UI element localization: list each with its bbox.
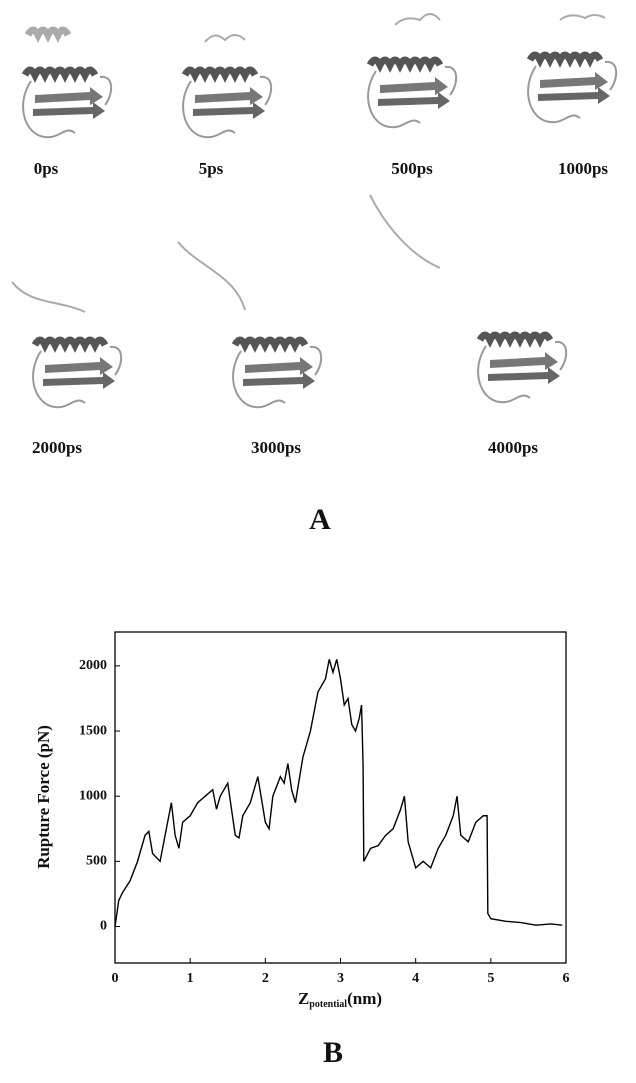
time-label: 2000ps xyxy=(32,438,82,457)
x-tick-label: 0 xyxy=(112,971,119,986)
x-label-subscript: potential xyxy=(309,999,347,1010)
x-tick-label: 6 xyxy=(563,971,570,986)
x-tick-label: 4 xyxy=(412,971,419,986)
y-tick-label: 1000 xyxy=(79,788,107,803)
x-label-unit: (nm) xyxy=(347,989,382,1008)
x-tick-label: 3 xyxy=(337,971,344,986)
y-tick-label: 1500 xyxy=(79,723,107,738)
x-axis-label: Zpotential(nm) xyxy=(298,989,382,1010)
y-tick-label: 500 xyxy=(86,854,107,869)
time-label: 5ps xyxy=(199,159,224,178)
panel-label: A xyxy=(309,503,331,536)
y-tick-label: 0 xyxy=(100,919,107,934)
panel-label: B xyxy=(323,1036,343,1069)
y-tick-label: 2000 xyxy=(79,658,107,673)
protein-images xyxy=(11,13,616,407)
y-axis-label: Rupture Force (pN) xyxy=(34,725,53,869)
time-label: 500ps xyxy=(391,159,433,178)
force-curve xyxy=(114,659,563,927)
time-label: 0ps xyxy=(34,159,59,178)
time-label: 4000ps xyxy=(488,438,538,457)
x-label-symbol: Z xyxy=(298,989,309,1008)
x-tick-label: 5 xyxy=(487,971,494,986)
panel-a-labels: 0ps 5ps 500ps 1000ps 2000ps 3000ps 4000ps xyxy=(32,159,608,457)
x-tick-label: 1 xyxy=(187,971,194,986)
x-tick-label: 2 xyxy=(262,971,269,986)
time-label: 1000ps xyxy=(558,159,608,178)
time-label: 3000ps xyxy=(251,438,301,457)
